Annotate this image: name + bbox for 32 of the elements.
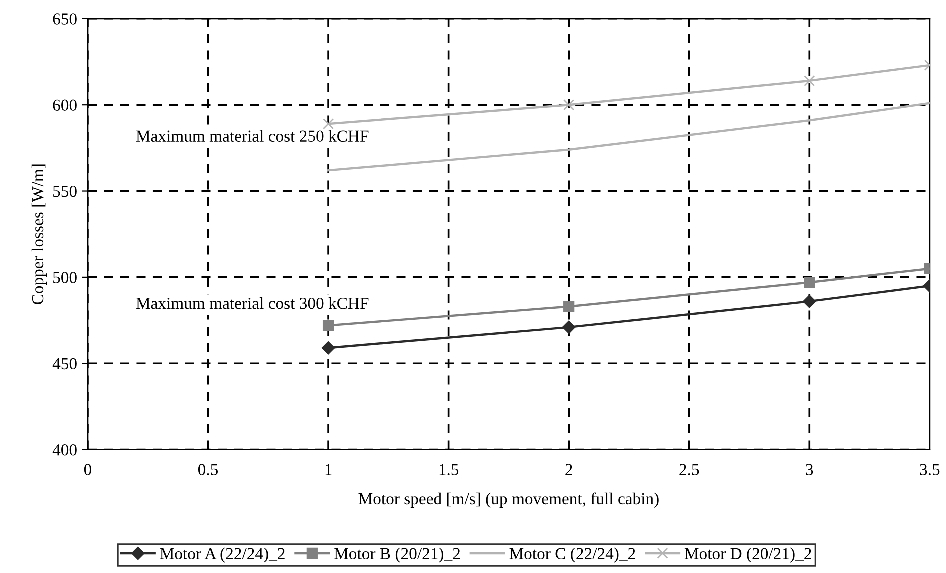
point xyxy=(322,342,336,355)
point xyxy=(322,320,334,332)
legend-label: Motor B (20/21)_2 xyxy=(334,548,460,563)
x-tick-label: 2.5 xyxy=(680,464,700,476)
point xyxy=(564,301,575,312)
line-series xyxy=(327,102,930,172)
x-axis-title: Motor speed [m/s] (up movement, full cabin) xyxy=(358,492,659,508)
point xyxy=(803,294,816,308)
point xyxy=(322,118,334,130)
annotation: Maximum material cost 300 kCHF xyxy=(136,297,369,310)
x-tick-label: 3.5 xyxy=(920,464,940,476)
legend-label: Motor D (20/21)_2 xyxy=(684,548,812,563)
x-tick-label: 1 xyxy=(326,464,332,476)
point xyxy=(804,75,816,87)
x-tick-label: 3 xyxy=(806,464,814,476)
y-axis-title: Copper losses [W/m] xyxy=(32,164,48,304)
x-tick-label: 2 xyxy=(566,464,572,476)
y-tick-label: 650 xyxy=(53,14,77,25)
y-tick-label: 450 xyxy=(52,358,77,370)
y-tick-label: 500 xyxy=(54,272,77,284)
x-tick-label: 0 xyxy=(84,464,92,476)
legend-label: Motor C (22/24)_2 xyxy=(510,548,636,563)
y-tick-label: 600 xyxy=(53,100,77,112)
x-tick-label: 0.5 xyxy=(198,464,218,476)
legend-label: Motor A (22/24)_2 xyxy=(160,548,285,563)
point xyxy=(564,100,575,111)
annotation: Maximum material cost 250 kCHF xyxy=(136,130,369,142)
x-tick-label: 1.5 xyxy=(440,464,459,476)
point xyxy=(804,277,816,288)
point xyxy=(562,320,576,334)
y-tick-label: 400 xyxy=(52,444,77,456)
y-tick-label: 550 xyxy=(54,186,77,198)
